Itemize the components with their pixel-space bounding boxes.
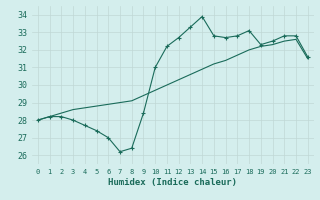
X-axis label: Humidex (Indice chaleur): Humidex (Indice chaleur) [108, 178, 237, 187]
